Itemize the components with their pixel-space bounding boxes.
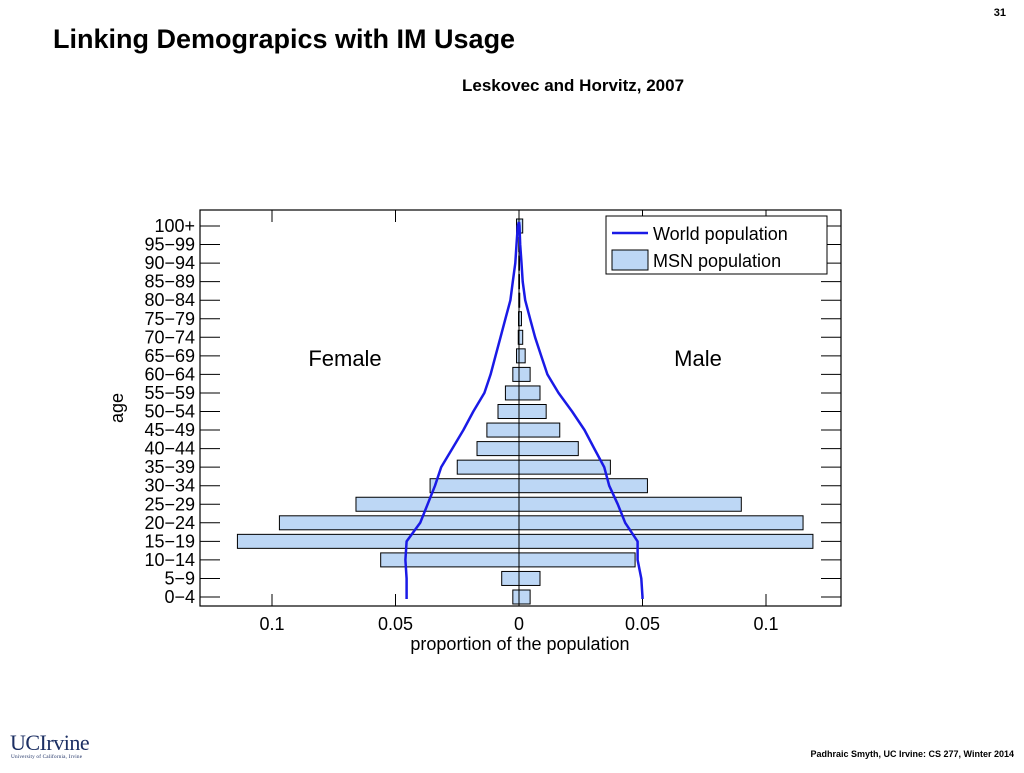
msn-male-bar	[518, 292, 521, 308]
legend: World population MSN population	[605, 215, 828, 275]
msn-female-bar	[278, 515, 520, 531]
y-tick-label: 65−69	[144, 346, 195, 366]
msn-female-bar	[456, 459, 520, 475]
msn-female-bar	[355, 496, 520, 512]
world-male-line	[517, 221, 644, 599]
msn-female-bar	[512, 589, 520, 605]
msn-male-bar	[518, 441, 579, 457]
msn-male-bar	[518, 515, 804, 531]
x-tick-label: 0.05	[378, 614, 413, 634]
msn-female-bar	[380, 552, 520, 568]
legend-bar-swatch	[611, 249, 649, 271]
y-tick-label: 15−19	[144, 531, 195, 551]
y-tick-label: 35−39	[144, 457, 195, 477]
legend-box	[605, 215, 828, 275]
uci-logo: UCIrvine University of California, Irvin…	[10, 730, 100, 764]
msn-male-bar	[518, 570, 541, 586]
x-tick-label: 0.1	[753, 614, 778, 634]
y-tick-label: 20−24	[144, 513, 195, 533]
slide-title: Linking Demograpics with IM Usage	[53, 24, 516, 54]
footer-text: Padhraic Smyth, UC Irvine: CS 277, Winte…	[810, 749, 1015, 759]
y-tick-label: 0−4	[164, 587, 195, 607]
y-tick-label: 95−99	[144, 235, 195, 255]
y-tick-label: 10−14	[144, 550, 195, 570]
y-tick-label: 80−84	[144, 290, 195, 310]
msn-male-bar	[518, 533, 814, 549]
msn-male-bar	[518, 589, 531, 605]
y-tick-label: 30−34	[144, 476, 195, 496]
female-label: Female	[308, 346, 381, 371]
msn-male-bar	[518, 329, 524, 345]
y-tick-label: 75−79	[144, 309, 195, 329]
msn-male-bar	[518, 366, 531, 382]
msn-male-bar	[518, 274, 520, 290]
logo-subtext: University of California, Irvine	[11, 754, 83, 760]
y-tick-label: 100+	[154, 216, 195, 236]
msn-female-bar	[497, 404, 520, 419]
x-tick-label: 0.05	[625, 614, 660, 634]
msn-female-bar	[501, 570, 520, 586]
bar-layer	[236, 218, 814, 605]
msn-male-bar	[518, 311, 522, 327]
page-number: 31	[993, 7, 1006, 19]
msn-female-bar	[236, 533, 520, 549]
msn-female-bar	[512, 366, 520, 382]
y-tick-label: 55−59	[144, 383, 195, 403]
msn-male-bar	[518, 478, 648, 494]
logo-wordmark: UCIrvine	[10, 730, 90, 755]
msn-male-bar	[518, 348, 526, 364]
msn-male-bar	[518, 496, 742, 512]
y-tick-label: 40−44	[144, 439, 195, 459]
y-tick-label: 60−64	[144, 364, 195, 384]
y-tick-label: 45−49	[144, 420, 195, 440]
citation: Leskovec and Horvitz, 2007	[462, 76, 685, 95]
msn-male-bar	[518, 385, 541, 401]
plot-frame	[199, 209, 842, 607]
msn-female-bar	[429, 478, 520, 494]
male-label: Male	[674, 346, 722, 371]
y-tick-label: 85−89	[144, 272, 195, 292]
msn-female-bar	[504, 385, 520, 401]
x-axis-label: proportion of the population	[410, 634, 629, 654]
msn-male-bar	[518, 422, 561, 438]
y-tick-label: 70−74	[144, 327, 195, 347]
msn-female-bar	[486, 422, 520, 438]
legend-world-label: World population	[653, 224, 788, 244]
msn-male-bar	[518, 459, 611, 475]
msn-female-bar	[476, 441, 520, 457]
y-tick-label: 5−9	[164, 568, 195, 588]
y-tick-label: 90−94	[144, 253, 195, 273]
world-female-line	[404, 221, 521, 599]
x-tick-label: 0.1	[259, 614, 284, 634]
x-tick-label: 0	[514, 614, 524, 634]
label-layer: 0−45−910−1415−1920−2425−2930−3435−3940−4…	[144, 216, 778, 634]
line-layer	[404, 221, 644, 599]
msn-male-bar	[518, 255, 520, 271]
y-tick-label: 50−54	[144, 402, 195, 422]
y-tick-label: 25−29	[144, 494, 195, 514]
msn-male-bar	[518, 552, 636, 568]
legend-msn-label: MSN population	[653, 251, 781, 271]
msn-male-bar	[518, 404, 547, 419]
y-axis-label: age	[107, 393, 127, 423]
